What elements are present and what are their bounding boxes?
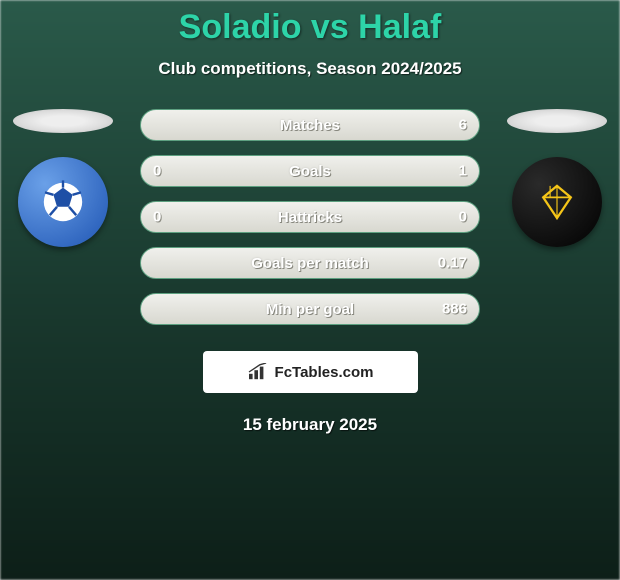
infographic: Soladio vs Halaf Club competitions, Seas… [0,0,620,580]
site-name: FcTables.com [275,364,374,381]
match-date: 15 february 2025 [0,415,620,435]
stat-right-value: 6 [459,117,467,134]
stat-right-value: 0 [459,209,467,226]
stat-left-value: 0 [153,209,161,226]
bar-chart-icon [247,363,269,381]
pedestal-right [507,109,607,133]
stat-row: Min per goal 886 [140,293,480,325]
stat-label: Min per goal [266,301,354,318]
stat-row: Matches 6 [140,109,480,141]
stat-row: 0 Goals 1 [140,155,480,187]
comparison-area: Matches 6 0 Goals 1 0 Hattricks 0 Goals … [0,109,620,325]
club-left [8,109,118,247]
stat-label: Hattricks [278,209,342,226]
pedestal-left [13,109,113,133]
page-subtitle: Club competitions, Season 2024/2025 [0,59,620,79]
stat-label: Goals per match [251,255,369,272]
stat-right-value: 0.17 [438,255,467,272]
page-title: Soladio vs Halaf [0,0,620,47]
crest-right [512,157,602,247]
site-badge[interactable]: FcTables.com [203,351,418,393]
stat-label: Goals [289,163,331,180]
stat-left-value: 0 [153,163,161,180]
stat-label: Matches [280,117,340,134]
stat-row: Goals per match 0.17 [140,247,480,279]
club-right [502,109,612,247]
stats-list: Matches 6 0 Goals 1 0 Hattricks 0 Goals … [140,109,480,325]
stat-row: 0 Hattricks 0 [140,201,480,233]
stat-right-value: 886 [442,301,467,318]
stat-right-value: 1 [459,163,467,180]
diamond-icon [534,179,580,225]
crest-left [18,157,108,247]
soccer-ball-icon [39,178,87,226]
